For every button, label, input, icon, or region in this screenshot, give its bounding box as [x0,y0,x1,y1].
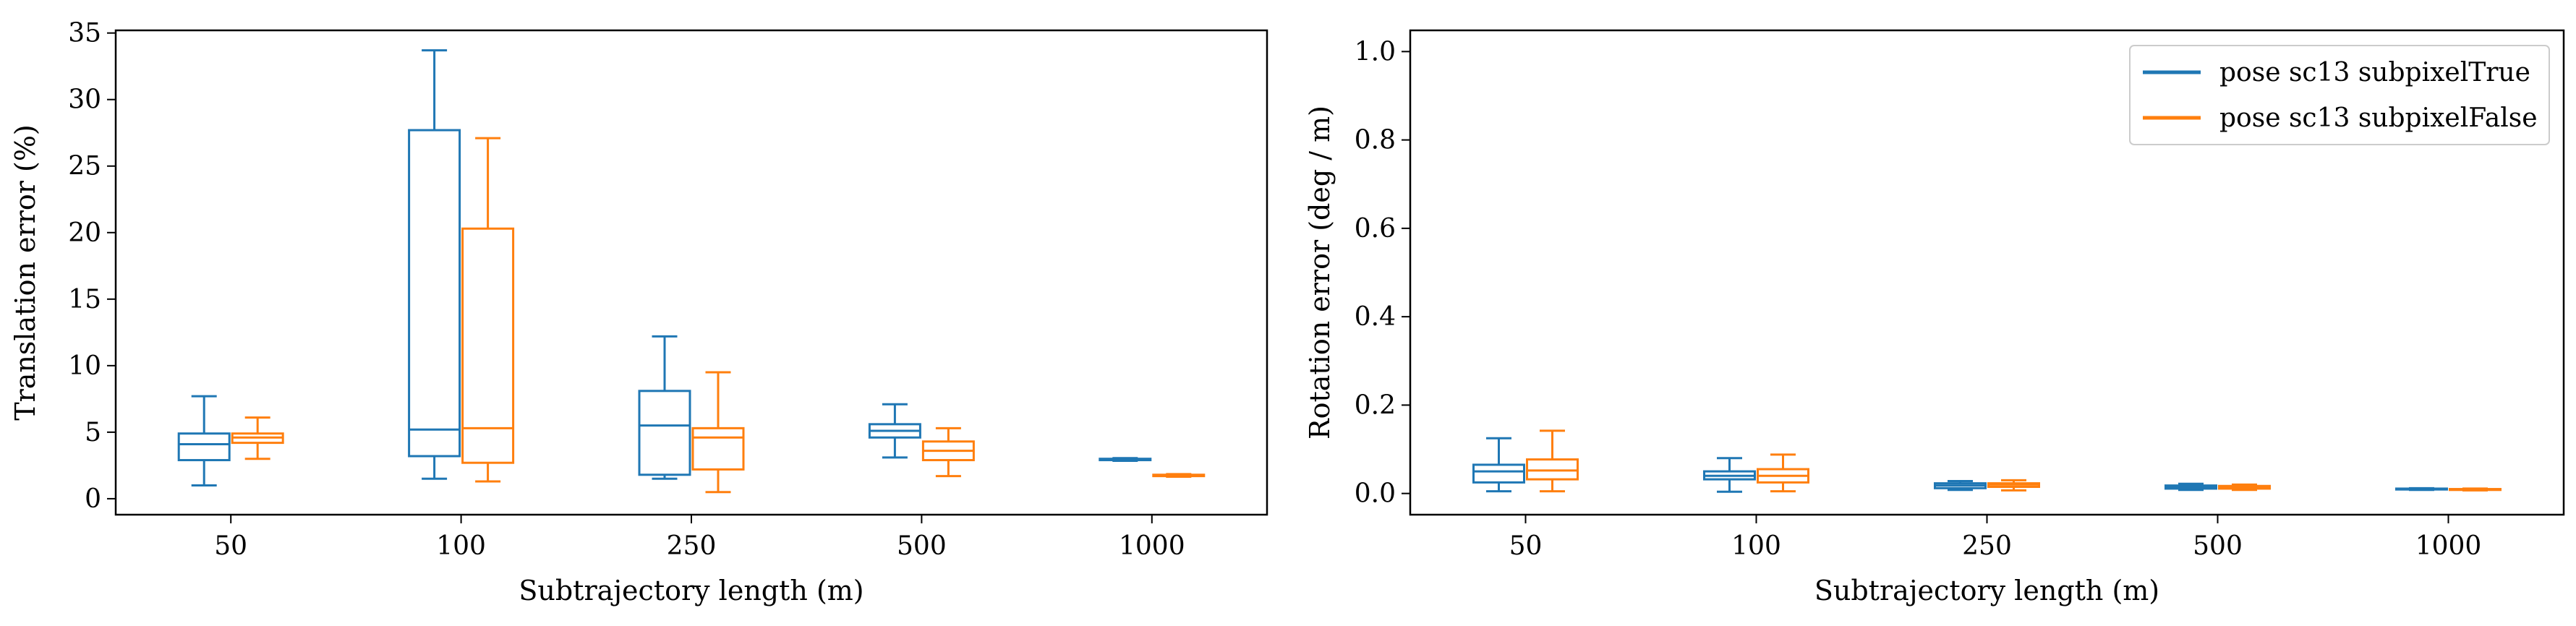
y-tick-label: 0 [85,484,101,514]
box-50-series-2 [1526,429,1579,493]
x-tick-label: 500 [897,531,947,561]
box-500-series-1 [868,403,921,459]
y-tick-label: 30 [68,85,101,115]
chart-2: 0.0 0.2 0.4 0.6 0.8 1.0 50 100 250 500 1000 Subtraj… [1304,29,2565,606]
x-axis-label: Subtrajectory length (m) [1814,575,2159,606]
box-1000-series-1 [2395,486,2448,492]
box-50-series-1 [177,395,231,487]
y-tick-label: 35 [68,19,101,48]
box-250-series-1 [638,335,691,480]
box-50-series-1 [1472,437,1525,493]
x-tick-label: 100 [1731,531,1781,561]
x-tick-label: 1000 [2415,531,2482,561]
y-tick-label: 15 [68,285,101,314]
box-500-series-1 [2165,482,2217,492]
box-100-series-1 [1703,457,1756,493]
legend: pose sc13 subpixelTrue pose sc13 subpixel… [2129,45,2550,145]
legend-label-2: pose sc13 subpixelFalse [2219,103,2538,133]
box-1000-series-2 [2449,487,2502,492]
box-iqr [638,390,691,476]
y-tick-label: 0.0 [1355,479,1396,509]
y-tick-label: 20 [68,218,101,248]
box-100-series-2 [1757,453,1809,493]
box-250-series-1 [1934,480,1987,492]
x-tick-label: 1000 [1119,531,1185,561]
x-tick-label: 250 [1962,531,2012,561]
box-500-series-2 [2218,483,2271,492]
plot-frame [114,29,1268,516]
box-1000-series-2 [1152,473,1206,479]
box-250-series-2 [691,371,745,494]
chart-1: 0 5 10 15 20 25 30 35 50 100 250 500 1000 Subtrajecto… [9,19,1268,606]
y-axis-label: Translation error (%) [9,124,41,421]
x-tick-label: 50 [214,531,247,561]
box-iqr [691,426,745,471]
box-100-series-1 [408,49,461,480]
x-tick-label: 50 [1509,531,1543,561]
y-tick-label: 25 [68,152,101,181]
box-iqr [408,129,461,458]
legend-label-1: pose sc13 subpixelTrue [2219,58,2530,87]
y-tick-label: 5 [85,418,101,447]
box-iqr [1526,458,1579,481]
x-axis-label: Subtrajectory length (m) [519,575,863,606]
x-tick-label: 100 [436,531,486,561]
box-50-series-2 [231,416,284,460]
box-100-series-2 [461,137,515,483]
box-iqr [177,432,231,462]
box-250-series-2 [1987,479,2040,492]
y-tick-label: 0.2 [1355,390,1396,420]
box-500-series-2 [921,426,975,478]
y-axis-label: Rotation error (deg / m) [1304,106,1336,440]
y-tick-label: 0.6 [1355,214,1396,244]
y-tick-label: 10 [68,351,101,381]
x-tick-label: 500 [2193,531,2243,561]
x-tick-label: 250 [667,531,717,561]
box-1000-series-1 [1099,457,1152,462]
legend-box [2129,45,2550,145]
box-iqr [1472,463,1525,484]
y-tick-label: 0.4 [1355,302,1396,332]
y-tick-label: 1.0 [1355,37,1396,67]
box-iqr [461,227,515,464]
y-tick-label: 0.8 [1355,126,1396,155]
